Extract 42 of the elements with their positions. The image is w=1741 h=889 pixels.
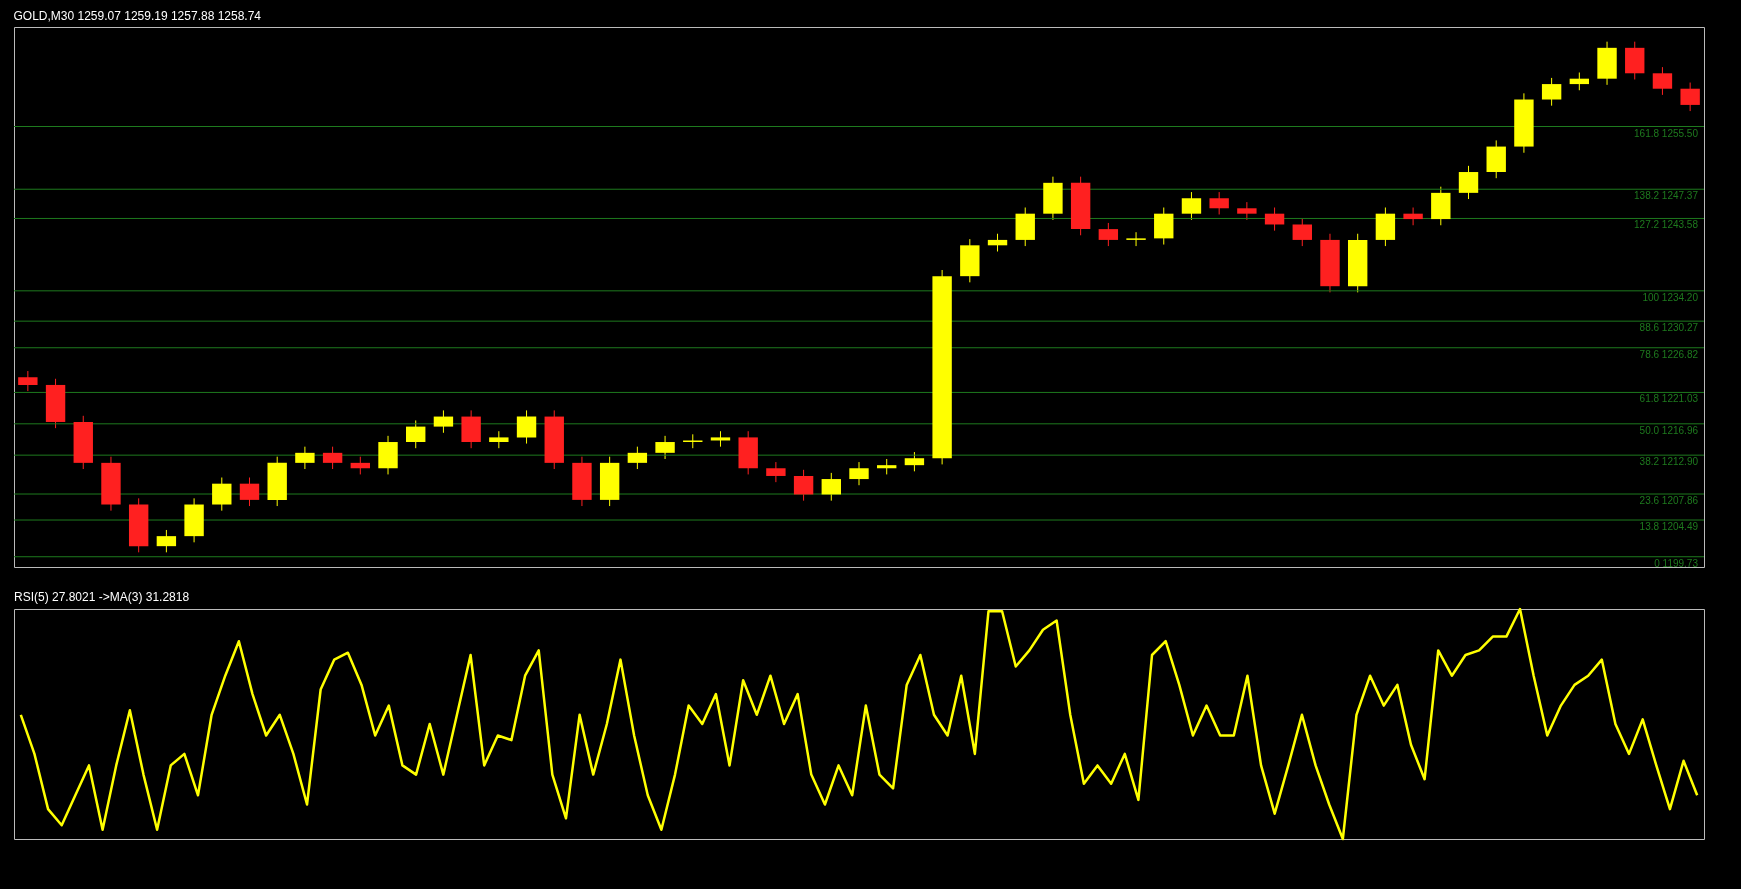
- candlestick: [212, 477, 232, 512]
- candlestick: [433, 409, 454, 434]
- ref-line-label: 100 1234.20: [1642, 291, 1699, 303]
- candlestick: [1458, 165, 1479, 200]
- candlestick: [1652, 66, 1673, 96]
- candlestick: [295, 446, 315, 470]
- candlestick: [627, 446, 648, 470]
- candlestick: [1403, 207, 1423, 226]
- candlestick: [793, 469, 814, 502]
- chart-title: RSI(5) 27.8021 ->MA(3) 31.2818: [14, 589, 190, 604]
- candlestick: [1680, 82, 1700, 112]
- candlestick: [516, 409, 537, 445]
- candlestick: [239, 477, 260, 507]
- candlestick: [1541, 77, 1562, 107]
- ref-line-label: 88.6 1230.27: [1639, 322, 1699, 334]
- ref-line-label: 61.8 1221.03: [1639, 393, 1699, 405]
- candlestick: [1181, 191, 1202, 221]
- candlestick: [18, 370, 38, 392]
- candlestick: [1209, 191, 1229, 215]
- ref-line-label: 38.2 1212.90: [1639, 456, 1699, 468]
- candlestick: [849, 461, 869, 486]
- candlestick: [655, 435, 675, 460]
- ref-line-label: 50.0 1216.96: [1639, 424, 1699, 436]
- candlestick: [322, 446, 343, 470]
- candlestick: [1126, 231, 1146, 247]
- candlestick: [821, 472, 841, 502]
- ref-line-label: 13.8 1204.49: [1639, 521, 1699, 533]
- candlestick: [406, 419, 426, 449]
- ref-line-label: 23.6 1207.86: [1639, 495, 1699, 507]
- ref-line-label: 138.2 1247.37: [1634, 190, 1699, 202]
- ref-line-label: 127.2 1243.58: [1634, 219, 1699, 231]
- candlestick: [1264, 207, 1285, 232]
- ref-line-label: 78.6 1226.82: [1639, 348, 1699, 360]
- ref-line-label: 0 1199.73: [1654, 557, 1699, 569]
- candlestick: [1237, 201, 1257, 221]
- chart-title: GOLD,M30 1259.07 1259.19 1257.88 1258.74: [13, 9, 262, 23]
- candlestick: [156, 529, 177, 553]
- candlestick: [766, 461, 786, 483]
- ref-line-label: 161.8 1255.50: [1634, 127, 1699, 139]
- candlestick: [904, 451, 925, 472]
- candlestick: [1098, 222, 1119, 247]
- candlestick: [1292, 217, 1312, 247]
